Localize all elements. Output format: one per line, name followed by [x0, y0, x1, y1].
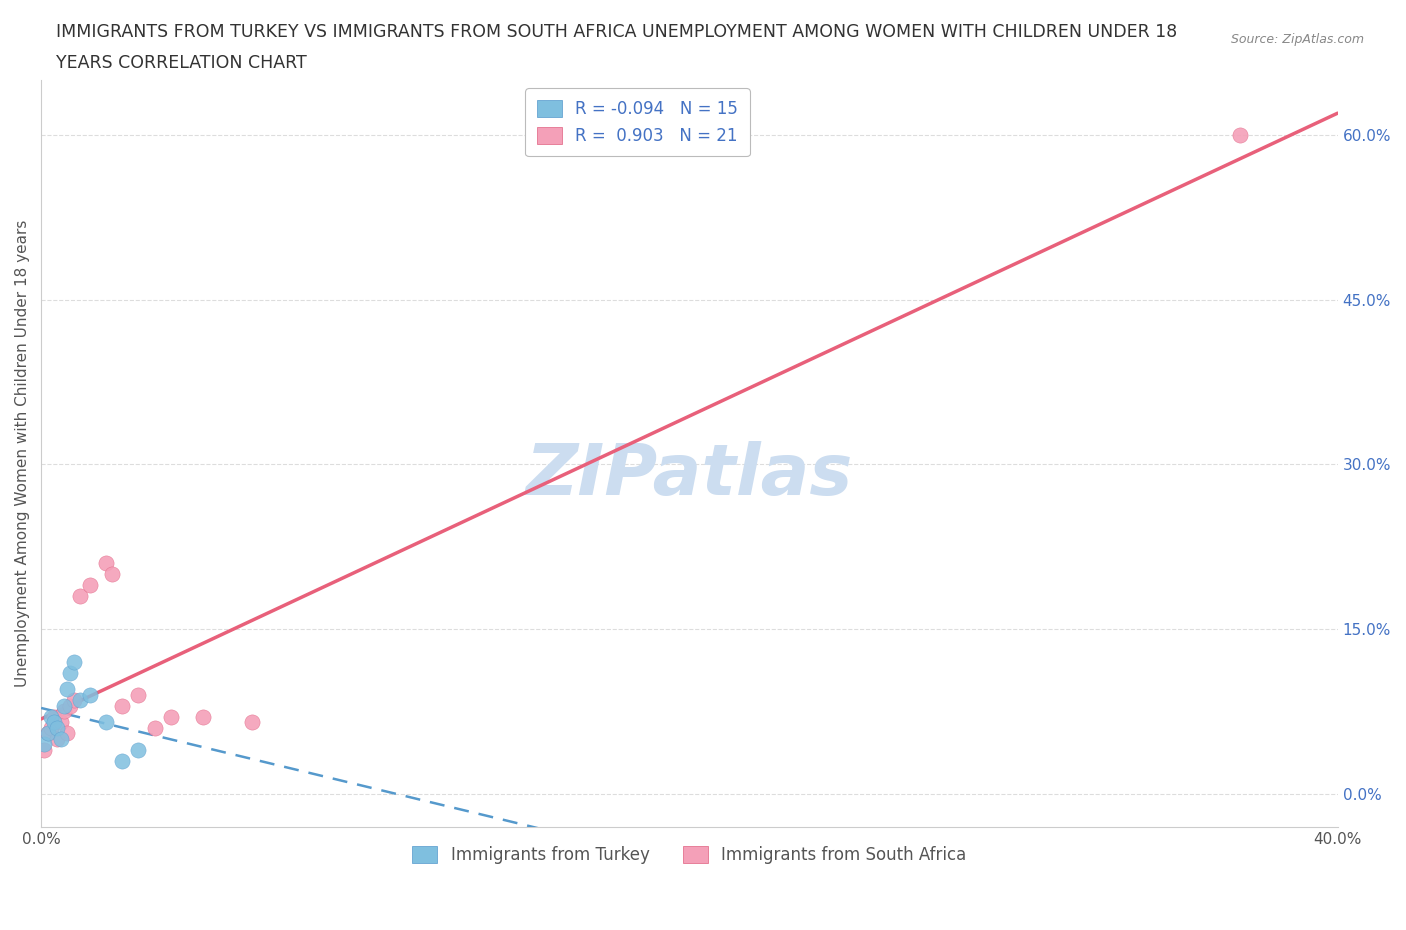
Point [42, 715, 65, 730]
Point [143, 721, 166, 736]
Y-axis label: Unemployment Among Women with Children Under 18 years: Unemployment Among Women with Children U… [15, 219, 30, 687]
Point [42, 710, 65, 724]
Point [111, 753, 134, 768]
Point [56, 682, 79, 697]
Point [34, 742, 56, 757]
Point [37, 726, 59, 741]
Point [34, 737, 56, 751]
Point [46, 731, 69, 746]
Point [39, 710, 62, 724]
Point [37, 726, 59, 741]
Point [111, 698, 134, 713]
Point [62, 655, 84, 670]
Text: ZIPatlas: ZIPatlas [526, 442, 853, 511]
Point [56, 726, 79, 741]
Text: Source: ZipAtlas.com: Source: ZipAtlas.com [1230, 33, 1364, 46]
Point [49, 731, 72, 746]
Point [94, 556, 117, 571]
Point [69, 589, 91, 604]
Point [46, 721, 69, 736]
Text: YEARS CORRELATION CHART: YEARS CORRELATION CHART [56, 54, 307, 72]
Point [59, 698, 82, 713]
Point [193, 710, 215, 724]
Point [62, 693, 84, 708]
Point [39, 721, 62, 736]
Point [79, 578, 101, 592]
Point [94, 715, 117, 730]
Point [159, 710, 181, 724]
Text: IMMIGRANTS FROM TURKEY VS IMMIGRANTS FROM SOUTH AFRICA UNEMPLOYMENT AMONG WOMEN : IMMIGRANTS FROM TURKEY VS IMMIGRANTS FRO… [56, 23, 1177, 41]
Point [127, 687, 149, 702]
Point [49, 715, 72, 730]
Point [240, 715, 263, 730]
Point [79, 687, 101, 702]
Point [59, 666, 82, 681]
Point [1229, 127, 1251, 142]
Point [52, 704, 75, 719]
Point [101, 566, 124, 581]
Legend: Immigrants from Turkey, Immigrants from South Africa: Immigrants from Turkey, Immigrants from … [406, 839, 973, 870]
Point [52, 698, 75, 713]
Point [69, 693, 91, 708]
Point [127, 742, 149, 757]
